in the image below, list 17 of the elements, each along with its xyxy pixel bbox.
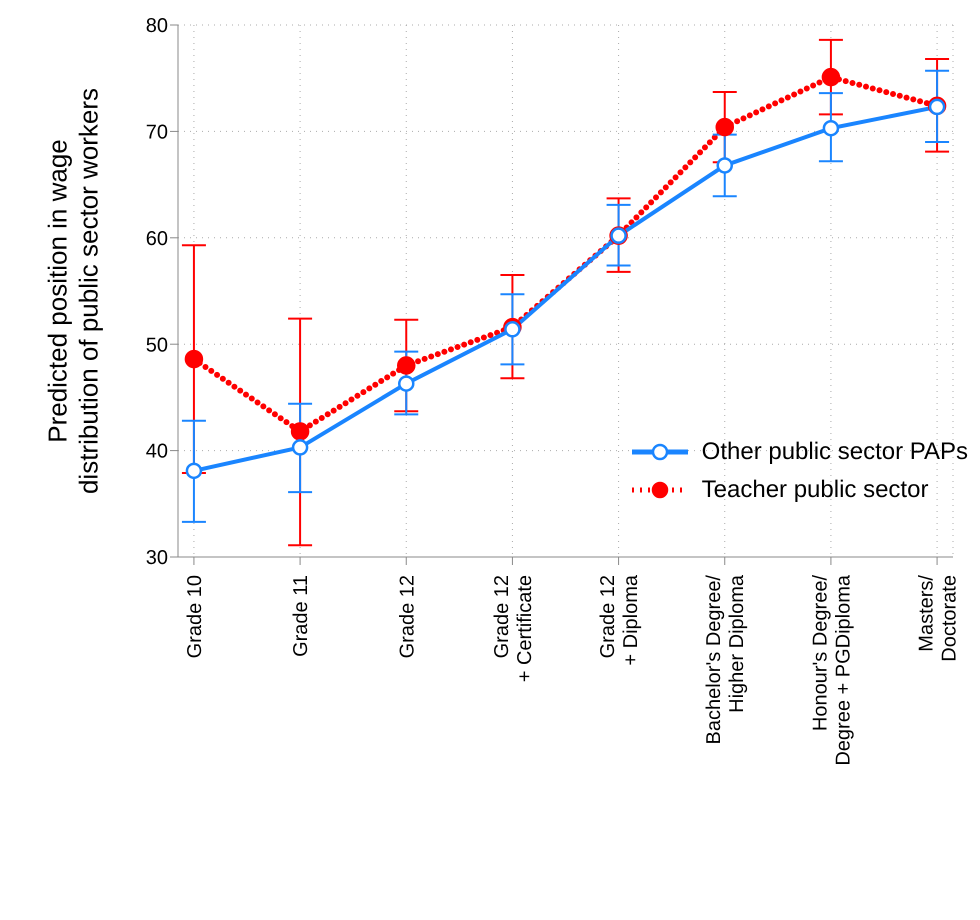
y-tick-label: 60 (146, 228, 168, 250)
x-tick-label: Grade 12 (396, 575, 418, 658)
y-tick-label: 80 (146, 15, 168, 38)
x-tick-label: Grade 12 + Certificate (490, 575, 536, 682)
y-tick-label: 30 (146, 547, 168, 570)
x-tick-label: Grade 12 + Diploma (597, 574, 642, 666)
x-tick-label: Masters/ Doctorate (916, 574, 961, 662)
legend-label: Other public sector PAPs (702, 438, 968, 466)
y-tick-label: 70 (146, 122, 168, 144)
x-tick-label: Grade 10 (184, 575, 206, 658)
legend-label: Teacher public sector (702, 476, 928, 504)
x-tick-label: Bachelor's Degree/ Higher Diploma (703, 574, 748, 744)
y-axis-title: Predicted position in wage distribution of public sector workers (42, 88, 104, 494)
y-tick-label: 40 (146, 440, 168, 463)
x-tick-label: Grade 11 (290, 575, 312, 657)
x-tick-label: Honour's Degree/ Degree + PGDiploma (809, 574, 854, 766)
y-tick-label: 50 (146, 334, 168, 356)
